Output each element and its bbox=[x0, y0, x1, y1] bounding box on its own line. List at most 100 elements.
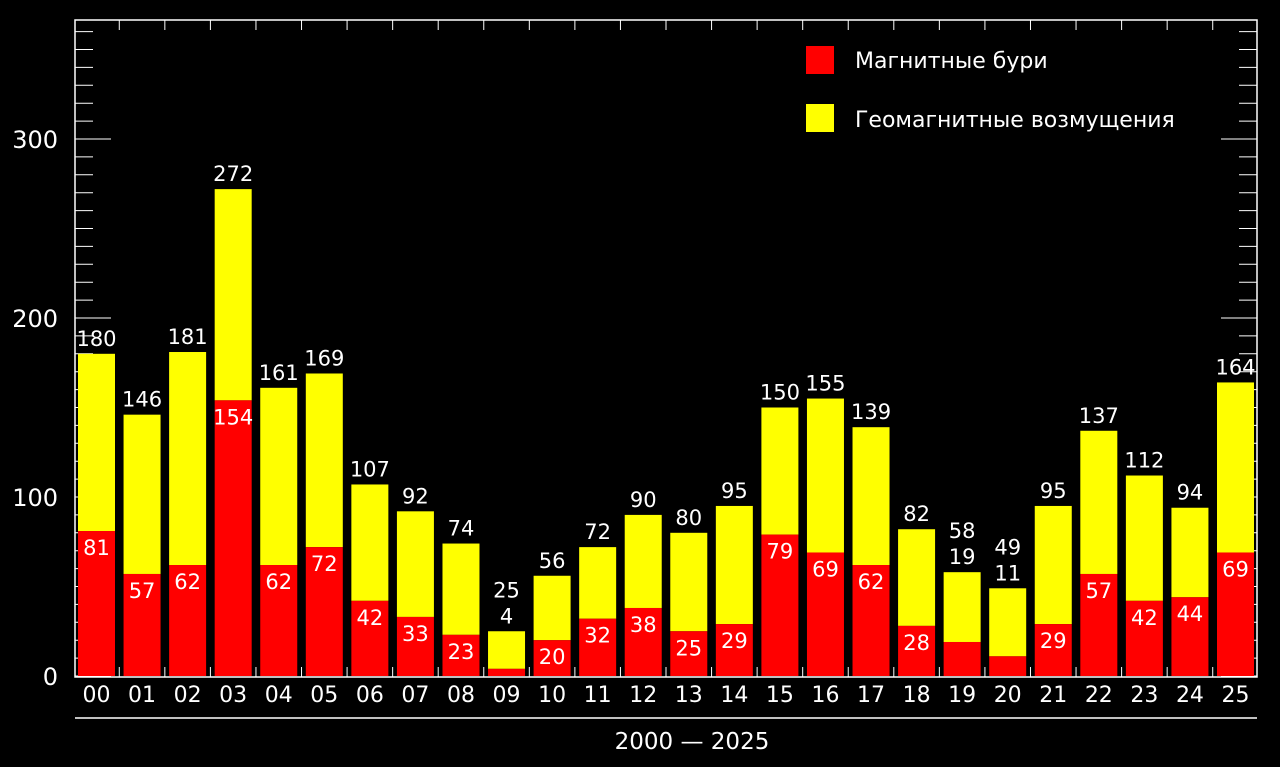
legend-swatch-geomagnetic-disturbances bbox=[806, 104, 834, 132]
total-label: 146 bbox=[122, 388, 162, 412]
total-label: 107 bbox=[350, 457, 390, 481]
total-label: 49 bbox=[994, 535, 1021, 559]
bar-geomagnetic-disturbances bbox=[715, 505, 753, 625]
bar-geomagnetic-disturbances bbox=[123, 414, 161, 574]
bar-geomagnetic-disturbances bbox=[351, 484, 389, 601]
magnetic-storms-label: 4 bbox=[500, 604, 513, 628]
bar-magnetic-storms bbox=[305, 547, 343, 676]
x-tick-label: 08 bbox=[447, 683, 475, 708]
total-label: 180 bbox=[76, 327, 116, 351]
total-label: 112 bbox=[1124, 449, 1164, 473]
bar-geomagnetic-disturbances bbox=[943, 572, 981, 642]
magnetic-storms-label: 20 bbox=[539, 645, 566, 669]
x-tick-label: 21 bbox=[1039, 683, 1067, 708]
x-tick-label: 02 bbox=[174, 683, 202, 708]
bar-geomagnetic-disturbances bbox=[761, 407, 799, 535]
bar-magnetic-storms bbox=[1080, 573, 1118, 676]
bar-magnetic-storms bbox=[579, 618, 617, 676]
legend-label-geomagnetic-disturbances: Геомагнитные возмущения bbox=[855, 108, 1175, 133]
bar-magnetic-storms bbox=[214, 400, 252, 676]
total-label: 80 bbox=[675, 506, 702, 530]
magnetic-storms-label: 62 bbox=[858, 570, 885, 594]
total-label: 58 bbox=[949, 519, 976, 543]
x-tick-label: 19 bbox=[948, 683, 976, 708]
bar-magnetic-storms bbox=[488, 668, 526, 676]
magnetic-storms-label: 57 bbox=[129, 579, 156, 603]
bar-geomagnetic-disturbances bbox=[533, 575, 571, 641]
y-tick-label: 0 bbox=[43, 663, 58, 691]
magnetic-storms-label: 42 bbox=[1131, 606, 1158, 630]
bar-magnetic-storms bbox=[898, 625, 936, 676]
bar-geomagnetic-disturbances bbox=[488, 631, 526, 669]
bar-magnetic-storms bbox=[943, 641, 981, 676]
total-label: 82 bbox=[903, 502, 930, 526]
x-tick-label: 13 bbox=[675, 683, 703, 708]
magnetic-storms-label: 38 bbox=[630, 613, 657, 637]
x-tick-label: 20 bbox=[994, 683, 1022, 708]
total-label: 94 bbox=[1177, 481, 1204, 505]
x-axis-title: 2000 — 2025 bbox=[615, 729, 770, 755]
x-tick-label: 10 bbox=[538, 683, 566, 708]
total-label: 161 bbox=[259, 361, 299, 385]
bar-magnetic-storms bbox=[761, 534, 799, 676]
bar-magnetic-storms bbox=[715, 624, 753, 676]
magnetic-storms-label: 33 bbox=[402, 622, 429, 646]
x-tick-label: 17 bbox=[857, 683, 885, 708]
total-label: 74 bbox=[448, 517, 475, 541]
magnetic-storms-label: 25 bbox=[675, 636, 702, 660]
bars bbox=[78, 189, 1254, 676]
magnetic-storms-label: 42 bbox=[356, 606, 383, 630]
y-tick-label: 300 bbox=[12, 126, 58, 154]
magnetic-storms-label: 69 bbox=[812, 557, 839, 581]
bar-geomagnetic-disturbances bbox=[852, 427, 890, 566]
bar-magnetic-storms bbox=[351, 600, 389, 676]
bar-magnetic-storms bbox=[123, 573, 161, 676]
plot-frame bbox=[74, 19, 1258, 678]
magnetic-storms-label: 19 bbox=[949, 545, 976, 569]
magnetic-storms-label: 62 bbox=[265, 570, 292, 594]
bar-geomagnetic-disturbances bbox=[670, 532, 708, 632]
total-label: 164 bbox=[1215, 355, 1255, 379]
total-label: 92 bbox=[402, 484, 429, 508]
total-label: 72 bbox=[584, 520, 611, 544]
magnetic-storms-label: 29 bbox=[721, 629, 748, 653]
x-tick-label: 00 bbox=[83, 683, 111, 708]
bar-magnetic-storms bbox=[169, 565, 207, 676]
magnetic-storms-label: 28 bbox=[903, 631, 930, 655]
y-tick-label: 100 bbox=[12, 484, 58, 512]
x-tick-label: 04 bbox=[265, 683, 293, 708]
total-label: 169 bbox=[304, 346, 344, 370]
bar-geomagnetic-disturbances bbox=[1171, 507, 1209, 598]
bar-magnetic-storms bbox=[852, 565, 890, 676]
x-tick-label: 23 bbox=[1130, 683, 1158, 708]
total-label: 25 bbox=[493, 578, 520, 602]
x-tick-label: 14 bbox=[720, 683, 748, 708]
x-tick-label: 12 bbox=[629, 683, 657, 708]
magnetic-storms-label: 11 bbox=[994, 561, 1021, 585]
magnetic-storms-label: 69 bbox=[1222, 557, 1249, 581]
x-tick-label: 15 bbox=[766, 683, 794, 708]
magnetic-storms-label: 62 bbox=[174, 570, 201, 594]
magnetic-storms-label: 81 bbox=[83, 536, 110, 560]
bar-geomagnetic-disturbances bbox=[898, 529, 936, 626]
bar-geomagnetic-disturbances bbox=[1080, 430, 1118, 574]
total-label: 95 bbox=[1040, 479, 1067, 503]
magnetic-storms-label: 44 bbox=[1177, 602, 1204, 626]
bar-magnetic-storms bbox=[806, 552, 844, 676]
legend-swatch-magnetic-storms bbox=[806, 46, 834, 74]
bar-geomagnetic-disturbances bbox=[305, 373, 343, 548]
bar-magnetic-storms bbox=[1125, 600, 1163, 676]
x-tick-label: 07 bbox=[401, 683, 429, 708]
total-label: 155 bbox=[805, 372, 845, 396]
x-tick-label: 22 bbox=[1085, 683, 1113, 708]
total-label: 56 bbox=[539, 549, 566, 573]
x-tick-label: 03 bbox=[219, 683, 247, 708]
legend: Магнитные бури Геомагнитные возмущения bbox=[806, 46, 1175, 133]
total-label: 95 bbox=[721, 479, 748, 503]
total-label: 272 bbox=[213, 162, 253, 186]
bar-geomagnetic-disturbances bbox=[260, 387, 298, 566]
x-tick-label: 16 bbox=[811, 683, 839, 708]
legend-label-magnetic-storms: Магнитные бури bbox=[855, 49, 1048, 74]
bar-magnetic-storms bbox=[260, 565, 298, 676]
magnetic-storms-label: 72 bbox=[311, 552, 338, 576]
